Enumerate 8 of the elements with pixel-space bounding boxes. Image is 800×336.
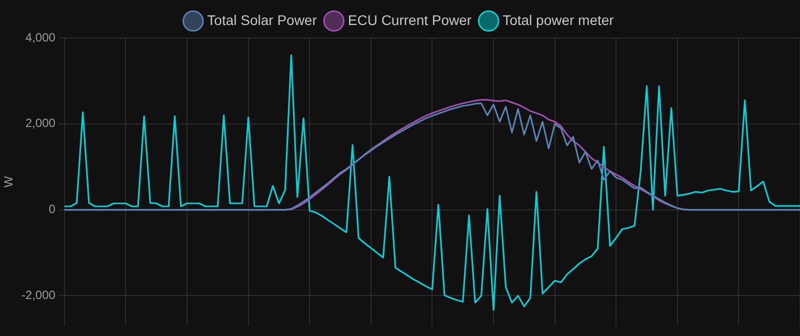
y-tick-label: 2,000 xyxy=(25,116,56,130)
y-tick-label: 0 xyxy=(48,202,56,216)
y-axis-title: W xyxy=(2,176,16,188)
legend-label: ECU Current Power xyxy=(348,12,472,28)
legend-label: Total Solar Power xyxy=(207,12,318,28)
y-tick-label: -2,000 xyxy=(21,288,56,302)
legend-label: Total power meter xyxy=(502,12,614,28)
y-tick-label: 4,000 xyxy=(25,30,56,44)
